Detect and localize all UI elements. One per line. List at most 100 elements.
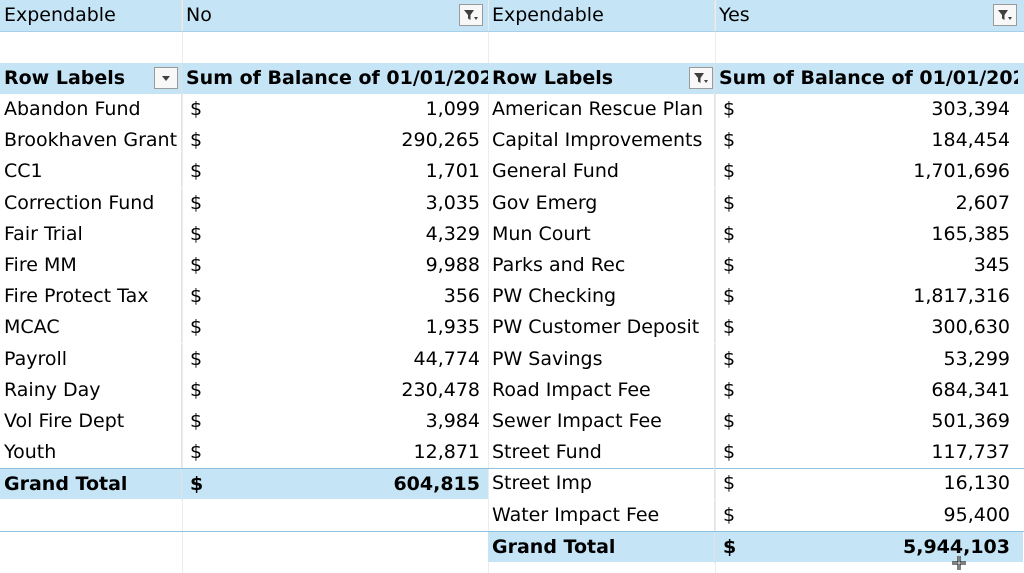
row-label[interactable]: Fire Protect Tax (0, 281, 182, 313)
row-value[interactable]: $3,035 (182, 188, 488, 219)
row-value[interactable]: $1,701,696 (715, 156, 1018, 187)
row-label[interactable]: Youth (0, 437, 182, 469)
row-value[interactable]: $4,329 (182, 219, 488, 250)
row-label[interactable]: Capital Improvements (488, 125, 715, 157)
row-value[interactable]: $95,400 (715, 500, 1018, 531)
row-value[interactable]: $345 (715, 250, 1018, 281)
move-cursor-icon (952, 556, 966, 570)
amount: 4,329 (425, 222, 480, 245)
right-filter-field[interactable]: Expendable (488, 0, 715, 31)
right-filter-value[interactable]: Yes (719, 4, 750, 26)
row-label[interactable]: Abandon Fund (0, 94, 182, 125)
row-label[interactable]: Fair Trial (0, 218, 182, 250)
table-row: Payroll $44,774 (0, 343, 1024, 375)
row-label[interactable]: Road Impact Fee (488, 374, 715, 406)
row-value[interactable]: $2,607 (715, 188, 1018, 219)
left-sum-header[interactable]: Sum of Balance of 01/01/2026 (186, 67, 488, 89)
left-filter-value[interactable]: No (186, 4, 212, 26)
table-row: Fair Trial $4,329 (0, 218, 1024, 250)
row-value[interactable]: $44,774 (182, 344, 488, 375)
table-row: MCAC $1,935 (0, 312, 1024, 344)
row-label[interactable]: American Rescue Plan (488, 94, 715, 125)
currency-symbol: $ (723, 441, 736, 464)
amount: 604,815 (393, 473, 480, 496)
row-value[interactable]: $165,385 (715, 219, 1018, 250)
left-row-labels-header[interactable]: Row Labels (0, 63, 182, 94)
row-value[interactable]: $290,265 (182, 125, 488, 156)
row-value[interactable]: $1,099 (182, 94, 488, 125)
row-value[interactable]: $16,130 (715, 468, 1018, 499)
row-label[interactable]: PW Savings (488, 343, 715, 375)
row-value[interactable]: $3,984 (182, 406, 488, 437)
row-value[interactable]: $1,701 (182, 156, 488, 187)
filter-funnel-icon (998, 10, 1012, 20)
row-value[interactable]: $1,935 (182, 312, 488, 343)
row-label[interactable]: Brookhaven Grant (0, 125, 182, 157)
row-value[interactable]: $356 (182, 281, 488, 312)
left-row-labels-dropdown[interactable] (154, 67, 178, 89)
currency-symbol: $ (723, 285, 736, 308)
row-value[interactable]: $184,454 (715, 125, 1018, 156)
amount: 1,099 (425, 98, 480, 120)
row-value[interactable]: $1,817,316 (715, 281, 1018, 312)
amount: 165,385 (931, 222, 1010, 245)
row-label[interactable]: Mun Court (488, 218, 715, 250)
grid-column-line (488, 0, 489, 573)
row-label[interactable]: General Fund (488, 156, 715, 188)
row-value[interactable]: $117,737 (715, 437, 1018, 468)
row-value[interactable]: $501,369 (715, 406, 1018, 437)
row-label[interactable]: Water Impact Fee (488, 499, 715, 531)
row-value[interactable]: $684,341 (715, 375, 1018, 406)
table-row: Water Impact Fee $95,400 (0, 499, 1024, 531)
grand-total-label[interactable]: Grand Total (488, 531, 715, 563)
row-value[interactable]: $300,630 (715, 312, 1018, 343)
currency-symbol: $ (190, 378, 203, 401)
row-label[interactable]: Sewer Impact Fee (488, 406, 715, 437)
row-label[interactable]: Street Imp (488, 468, 715, 500)
grand-total-value[interactable]: $604,815 (182, 469, 488, 500)
amount: 290,265 (401, 129, 480, 152)
row-label[interactable]: PW Customer Deposit (488, 312, 715, 344)
row-label[interactable]: Fire MM (0, 250, 182, 281)
row-value[interactable]: $303,394 (715, 94, 1018, 125)
table-row: Capital Improvements $184,454 (0, 125, 1024, 157)
table-row: Mun Court $165,385 (0, 218, 1024, 250)
amount: 44,774 (413, 347, 480, 370)
row-label[interactable]: Correction Fund (0, 187, 182, 219)
row-label[interactable]: Gov Emerg (488, 187, 715, 219)
table-row: Vol Fire Dept $3,984 (0, 406, 1024, 437)
grand-total-value[interactable]: $5,944,103 (715, 532, 1018, 563)
row-value[interactable]: $9,988 (182, 250, 488, 281)
row-value[interactable]: $230,478 (182, 375, 488, 406)
right-sum-header[interactable]: Sum of Balance of 01/01/2026 (719, 67, 1018, 89)
currency-symbol: $ (190, 285, 203, 308)
row-label[interactable]: PW Checking (488, 281, 715, 313)
row-label[interactable]: Rainy Day (0, 374, 182, 406)
table-row: Abandon Fund $1,099 (0, 94, 1024, 125)
right-grand-total-band (488, 530, 1023, 562)
row-label[interactable]: CC1 (0, 156, 182, 188)
row-label[interactable]: Parks and Rec (488, 250, 715, 281)
grand-total-label[interactable]: Grand Total (0, 469, 182, 501)
row-label[interactable]: MCAC (0, 312, 182, 344)
currency-symbol: $ (190, 222, 203, 245)
row-label[interactable]: Vol Fire Dept (0, 406, 182, 437)
left-filter-field[interactable]: Expendable (0, 0, 182, 31)
right-filter-button[interactable] (993, 4, 1017, 26)
amount: 300,630 (931, 316, 1010, 339)
currency-symbol: $ (723, 503, 736, 526)
right-row-labels-filter-button[interactable] (689, 67, 713, 89)
row-value[interactable]: $53,299 (715, 344, 1018, 375)
right-row-labels-header[interactable]: Row Labels (488, 63, 715, 94)
currency-symbol: $ (723, 98, 736, 120)
row-value[interactable]: $12,871 (182, 437, 488, 468)
table-row: General Fund $1,701,696 (0, 156, 1024, 188)
grid-row-line (0, 31, 1024, 32)
left-filter-button[interactable] (459, 4, 483, 26)
currency-symbol: $ (723, 254, 736, 276)
row-label[interactable]: Street Fund (488, 437, 715, 469)
table-row: PW Savings $53,299 (0, 343, 1024, 375)
row-label[interactable]: Payroll (0, 343, 182, 375)
table-row: Gov Emerg $2,607 (0, 187, 1024, 219)
grid-column-line (182, 0, 183, 573)
